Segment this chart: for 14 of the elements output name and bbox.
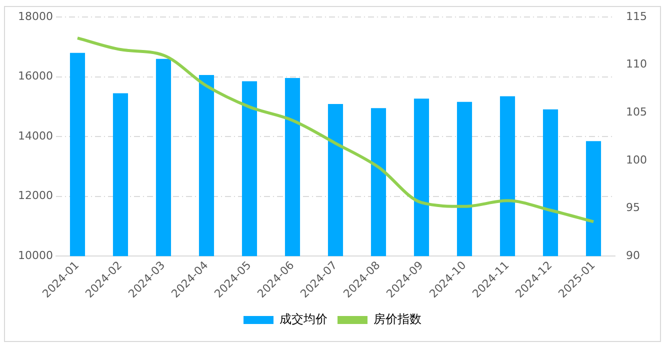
y2-tick-label: 105 — [626, 106, 648, 119]
y-tick-label: 12000 — [18, 189, 53, 202]
legend-label: 房价指数 — [374, 312, 422, 326]
legend-label: 成交均价 — [280, 312, 328, 326]
y-tick-label: 14000 — [18, 129, 53, 142]
y2-tick-label: 90 — [626, 249, 640, 262]
y-tick-label: 16000 — [18, 70, 53, 83]
y2-tick-label: 110 — [626, 58, 648, 71]
y-tick-label: 10000 — [18, 249, 53, 262]
y2-tick-label: 95 — [626, 201, 640, 214]
y2-tick-label: 115 — [626, 10, 648, 23]
y-tick-label: 18000 — [18, 10, 53, 23]
y2-tick-label: 100 — [626, 153, 648, 166]
line-series — [76, 36, 596, 224]
